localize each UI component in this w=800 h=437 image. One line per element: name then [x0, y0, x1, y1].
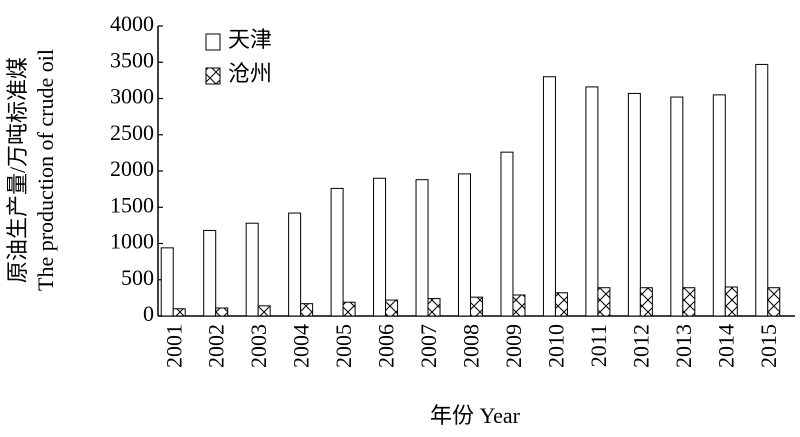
bar: [257, 305, 271, 317]
bar: [215, 307, 229, 317]
bar: [300, 303, 314, 317]
bar: [670, 96, 684, 317]
bar: [458, 173, 471, 317]
x-tick-label: 2013: [671, 324, 696, 368]
x-tick-label: 2005: [331, 324, 356, 368]
legend-label: 天津: [228, 27, 272, 52]
x-tick-label: 2003: [246, 324, 271, 368]
y-tick-label: 0: [143, 301, 154, 326]
x-tick-label: 2012: [628, 324, 653, 368]
bar: [330, 187, 344, 317]
x-tick-label: 2008: [459, 324, 484, 368]
bar: [203, 229, 217, 317]
y-tick-label: 2000: [110, 156, 154, 181]
y-axis-label: The production of crude oil: [33, 49, 58, 291]
bar: [373, 177, 387, 317]
x-tick-label: 2011: [586, 324, 611, 367]
bar: [512, 294, 526, 317]
bar: [245, 222, 259, 317]
x-tick-label: 2002: [204, 324, 229, 368]
legend-label: 沧州: [228, 61, 272, 86]
y-tick-label: 4000: [110, 11, 154, 36]
bar: [767, 287, 781, 317]
bar: [554, 292, 568, 317]
bar: [627, 92, 641, 317]
x-tick-label: 2004: [289, 324, 314, 368]
x-tick-label: 2007: [416, 324, 441, 368]
y-tick-label: 2500: [110, 120, 154, 145]
y-axis-label: 原油生产量/万吨标准煤: [5, 57, 30, 283]
bar: [385, 299, 399, 317]
bar: [470, 296, 483, 317]
bar: [724, 286, 738, 317]
x-tick-label: 2001: [161, 324, 186, 368]
bar: [172, 308, 186, 317]
y-tick-label: 3500: [110, 47, 154, 72]
legend-swatch: [205, 67, 221, 85]
bar: [415, 179, 429, 317]
legend-swatch: [205, 33, 221, 51]
x-tick-label: 2010: [543, 324, 568, 368]
bar: [639, 287, 653, 317]
x-tick-label: 2009: [501, 324, 526, 368]
bar: [288, 212, 302, 317]
x-tick-label: 2006: [374, 324, 399, 368]
x-tick-label: 2014: [713, 324, 738, 368]
bar: [682, 287, 696, 317]
bar: [160, 247, 174, 317]
y-tick-label: 500: [121, 265, 154, 290]
y-tick-label: 1000: [110, 229, 154, 254]
bar: [342, 301, 356, 317]
bar: [500, 151, 514, 317]
bar: [712, 94, 726, 317]
x-axis-label: 年份 Year: [430, 403, 521, 428]
y-tick-label: 3000: [110, 84, 154, 109]
bar: [585, 86, 599, 317]
bar: [597, 287, 611, 317]
bar: [427, 298, 441, 317]
bar: [755, 63, 769, 317]
y-tick-label: 1500: [110, 192, 154, 217]
x-tick-label: 2015: [756, 324, 781, 368]
bar: [542, 76, 556, 317]
